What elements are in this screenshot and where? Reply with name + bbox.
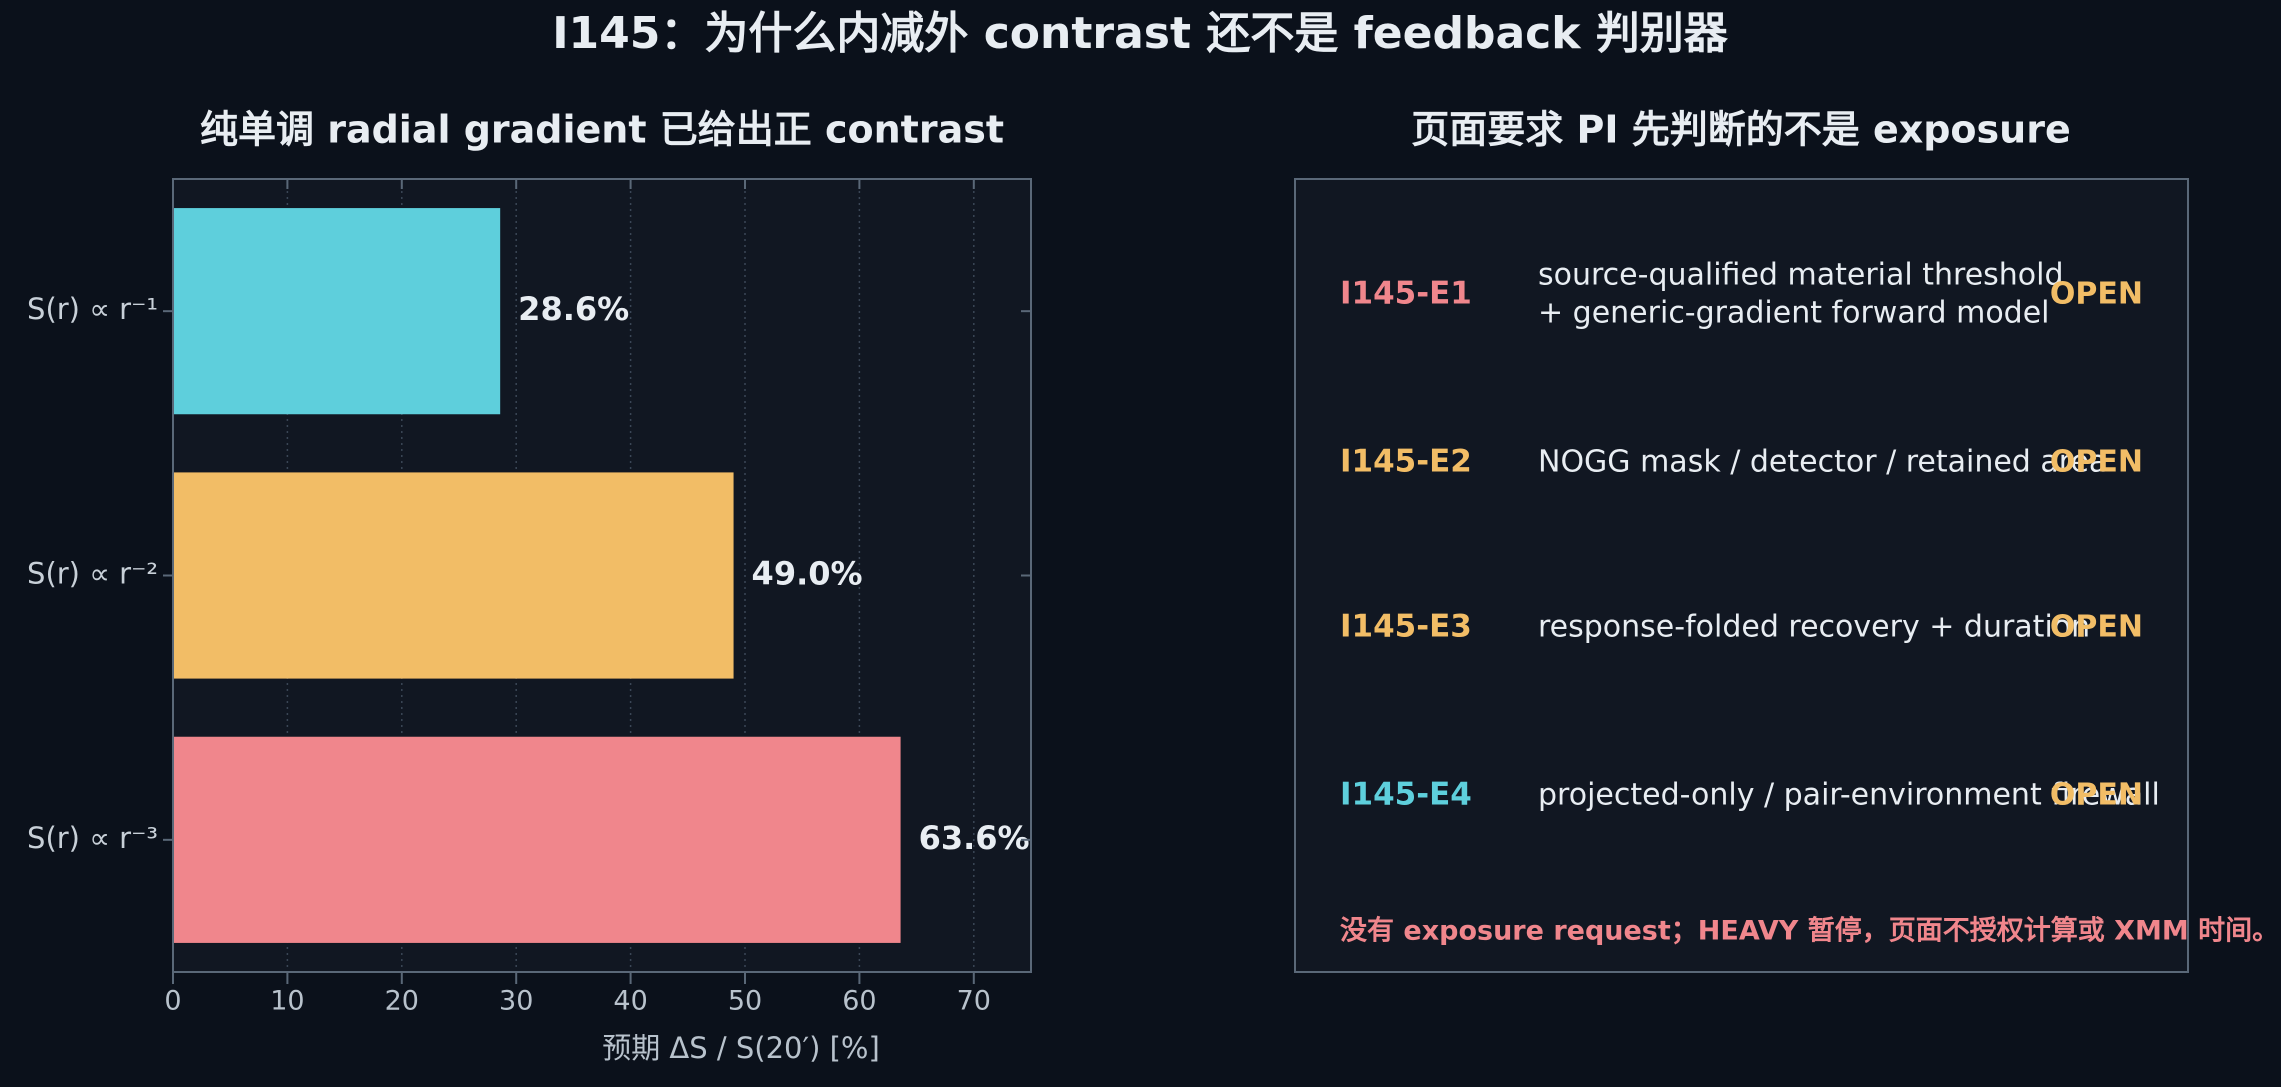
bar <box>173 736 901 943</box>
row-status: OPEN <box>2050 277 2143 312</box>
row-id: I145-E3 <box>1340 609 1472 645</box>
x-tick-label: 20 <box>385 986 419 1017</box>
row-status: OPEN <box>2050 610 2143 645</box>
y-tick-label: S(r) ∝ r⁻³ <box>27 821 158 855</box>
x-tick-label: 40 <box>613 986 647 1017</box>
chart-title: 纯单调 radial gradient 已给出正 contrast <box>200 108 1004 152</box>
page-title: I145：为什么内减外 contrast 还不是 feedback 判别器 <box>552 8 1729 59</box>
x-tick-label: 30 <box>499 986 533 1017</box>
row-description: response-folded recovery + duration <box>1538 610 2090 645</box>
x-axis-label: 预期 ΔS / S(20′) [%] <box>602 1031 880 1065</box>
row-description: NOGG mask / detector / retained area <box>1538 445 2107 480</box>
row-description: source-qualified material threshold <box>1538 258 2064 293</box>
bar <box>173 472 734 679</box>
x-tick-label: 70 <box>957 986 991 1017</box>
value-label: 63.6% <box>919 819 1030 857</box>
x-tick-label: 60 <box>842 986 876 1017</box>
row-description: + generic-gradient forward model <box>1538 296 2050 331</box>
panel-footer: 没有 exposure request；HEAVY 暂停，页面不授权计算或 XM… <box>1340 915 2279 947</box>
panel-box <box>1294 178 2189 973</box>
row-id: I145-E2 <box>1340 444 1472 480</box>
plot-frame <box>172 178 1032 973</box>
y-tick-label: S(r) ∝ r⁻¹ <box>27 292 158 326</box>
row-id: I145-E4 <box>1340 777 1472 813</box>
value-label: 28.6% <box>518 290 629 328</box>
bar <box>173 208 501 415</box>
row-description: projected-only / pair-environment firewa… <box>1538 778 2160 813</box>
x-tick-label: 50 <box>728 986 762 1017</box>
row-id: I145-E1 <box>1340 276 1472 312</box>
x-tick-label: 10 <box>270 986 304 1017</box>
panel-title: 页面要求 PI 先判断的不是 exposure <box>1411 108 2070 152</box>
x-tick-label: 0 <box>164 986 181 1017</box>
row-status: OPEN <box>2050 778 2143 813</box>
row-status: OPEN <box>2050 445 2143 480</box>
value-label: 49.0% <box>752 555 863 593</box>
y-tick-label: S(r) ∝ r⁻² <box>27 557 158 591</box>
